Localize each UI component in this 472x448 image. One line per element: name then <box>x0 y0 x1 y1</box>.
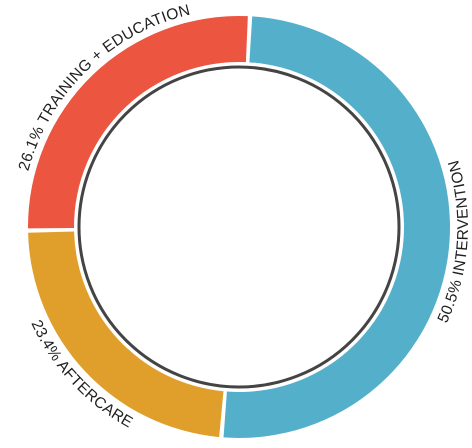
inner-circle <box>77 65 401 389</box>
donut-segments <box>28 15 450 438</box>
donut-segment-0 <box>223 16 450 438</box>
donut-segment-2 <box>28 15 248 229</box>
donut-segment-1 <box>28 231 224 438</box>
